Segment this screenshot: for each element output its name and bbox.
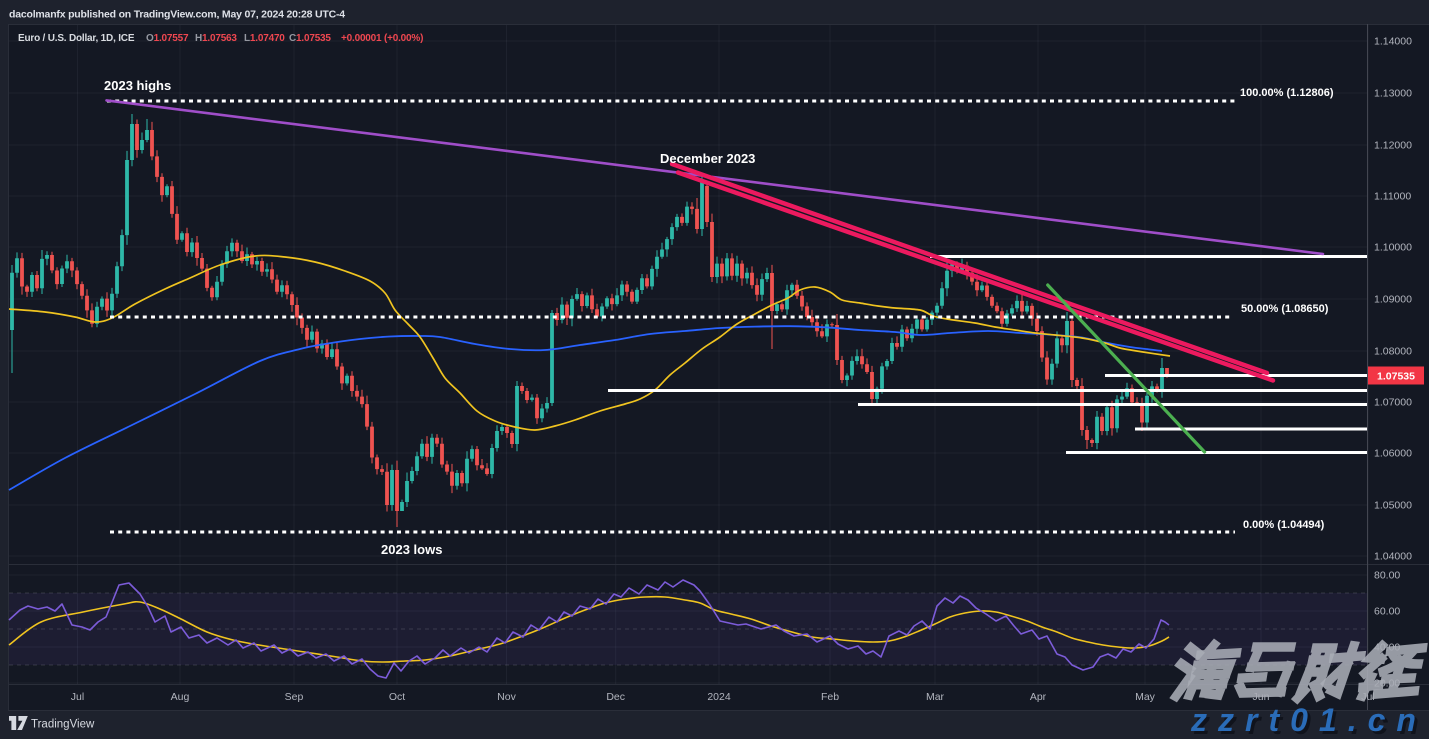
svg-text:1.08000: 1.08000 (1374, 346, 1412, 358)
svg-text:zzrt01.cn: zzrt01.cn (1193, 705, 1429, 739)
svg-text:1.10000: 1.10000 (1374, 242, 1412, 254)
svg-text:1.14000: 1.14000 (1374, 36, 1412, 48)
svg-text:1.12000: 1.12000 (1374, 140, 1412, 152)
svg-text:Oct: Oct (389, 691, 405, 703)
svg-text:1.04000: 1.04000 (1374, 551, 1412, 563)
svg-text:1.07000: 1.07000 (1374, 397, 1412, 409)
svg-text:+0.00001 (+0.00%): +0.00001 (+0.00%) (341, 33, 423, 44)
svg-text:Feb: Feb (821, 691, 839, 703)
svg-text:O1.07557: O1.07557 (146, 33, 189, 44)
svg-text:zzrt01.cn: zzrt01.cn (1190, 702, 1427, 738)
svg-text:60.00: 60.00 (1374, 606, 1400, 618)
svg-text:1.06000: 1.06000 (1374, 448, 1412, 460)
svg-text:Nov: Nov (497, 691, 516, 703)
svg-text:H1.07563: H1.07563 (195, 33, 237, 44)
svg-text:1.07535: 1.07535 (1377, 371, 1415, 383)
svg-text:1.11000: 1.11000 (1374, 191, 1411, 203)
svg-text:December 2023: December 2023 (660, 151, 755, 166)
svg-text:Aug: Aug (171, 691, 190, 703)
svg-text:May: May (1135, 691, 1156, 703)
svg-text:Euro / U.S. Dollar, 1D, ICE: Euro / U.S. Dollar, 1D, ICE (18, 33, 135, 44)
svg-text:0.00% (1.04494): 0.00% (1.04494) (1243, 519, 1325, 531)
svg-text:Sep: Sep (285, 691, 304, 703)
svg-text:L1.07470: L1.07470 (244, 33, 285, 44)
svg-text:Dec: Dec (606, 691, 625, 703)
svg-text:1.13000: 1.13000 (1374, 88, 1412, 100)
svg-text:80.00: 80.00 (1374, 570, 1400, 582)
svg-text:dacolmanfx published on Tradin: dacolmanfx published on TradingView.com,… (9, 9, 345, 21)
svg-text:2023 highs: 2023 highs (104, 78, 171, 93)
svg-text:Jul: Jul (71, 691, 84, 703)
svg-text:2023 lows: 2023 lows (381, 542, 442, 557)
svg-text:50.00% (1.08650): 50.00% (1.08650) (1241, 303, 1329, 315)
svg-text:TradingView: TradingView (31, 719, 95, 731)
svg-text:1.09000: 1.09000 (1374, 294, 1412, 306)
svg-text:Mar: Mar (926, 691, 945, 703)
svg-text:Apr: Apr (1030, 691, 1047, 703)
svg-text:100.00% (1.12806): 100.00% (1.12806) (1240, 87, 1334, 99)
svg-text:2024: 2024 (707, 691, 731, 703)
svg-text:C1.07535: C1.07535 (289, 33, 331, 44)
svg-text:1.05000: 1.05000 (1374, 500, 1412, 512)
